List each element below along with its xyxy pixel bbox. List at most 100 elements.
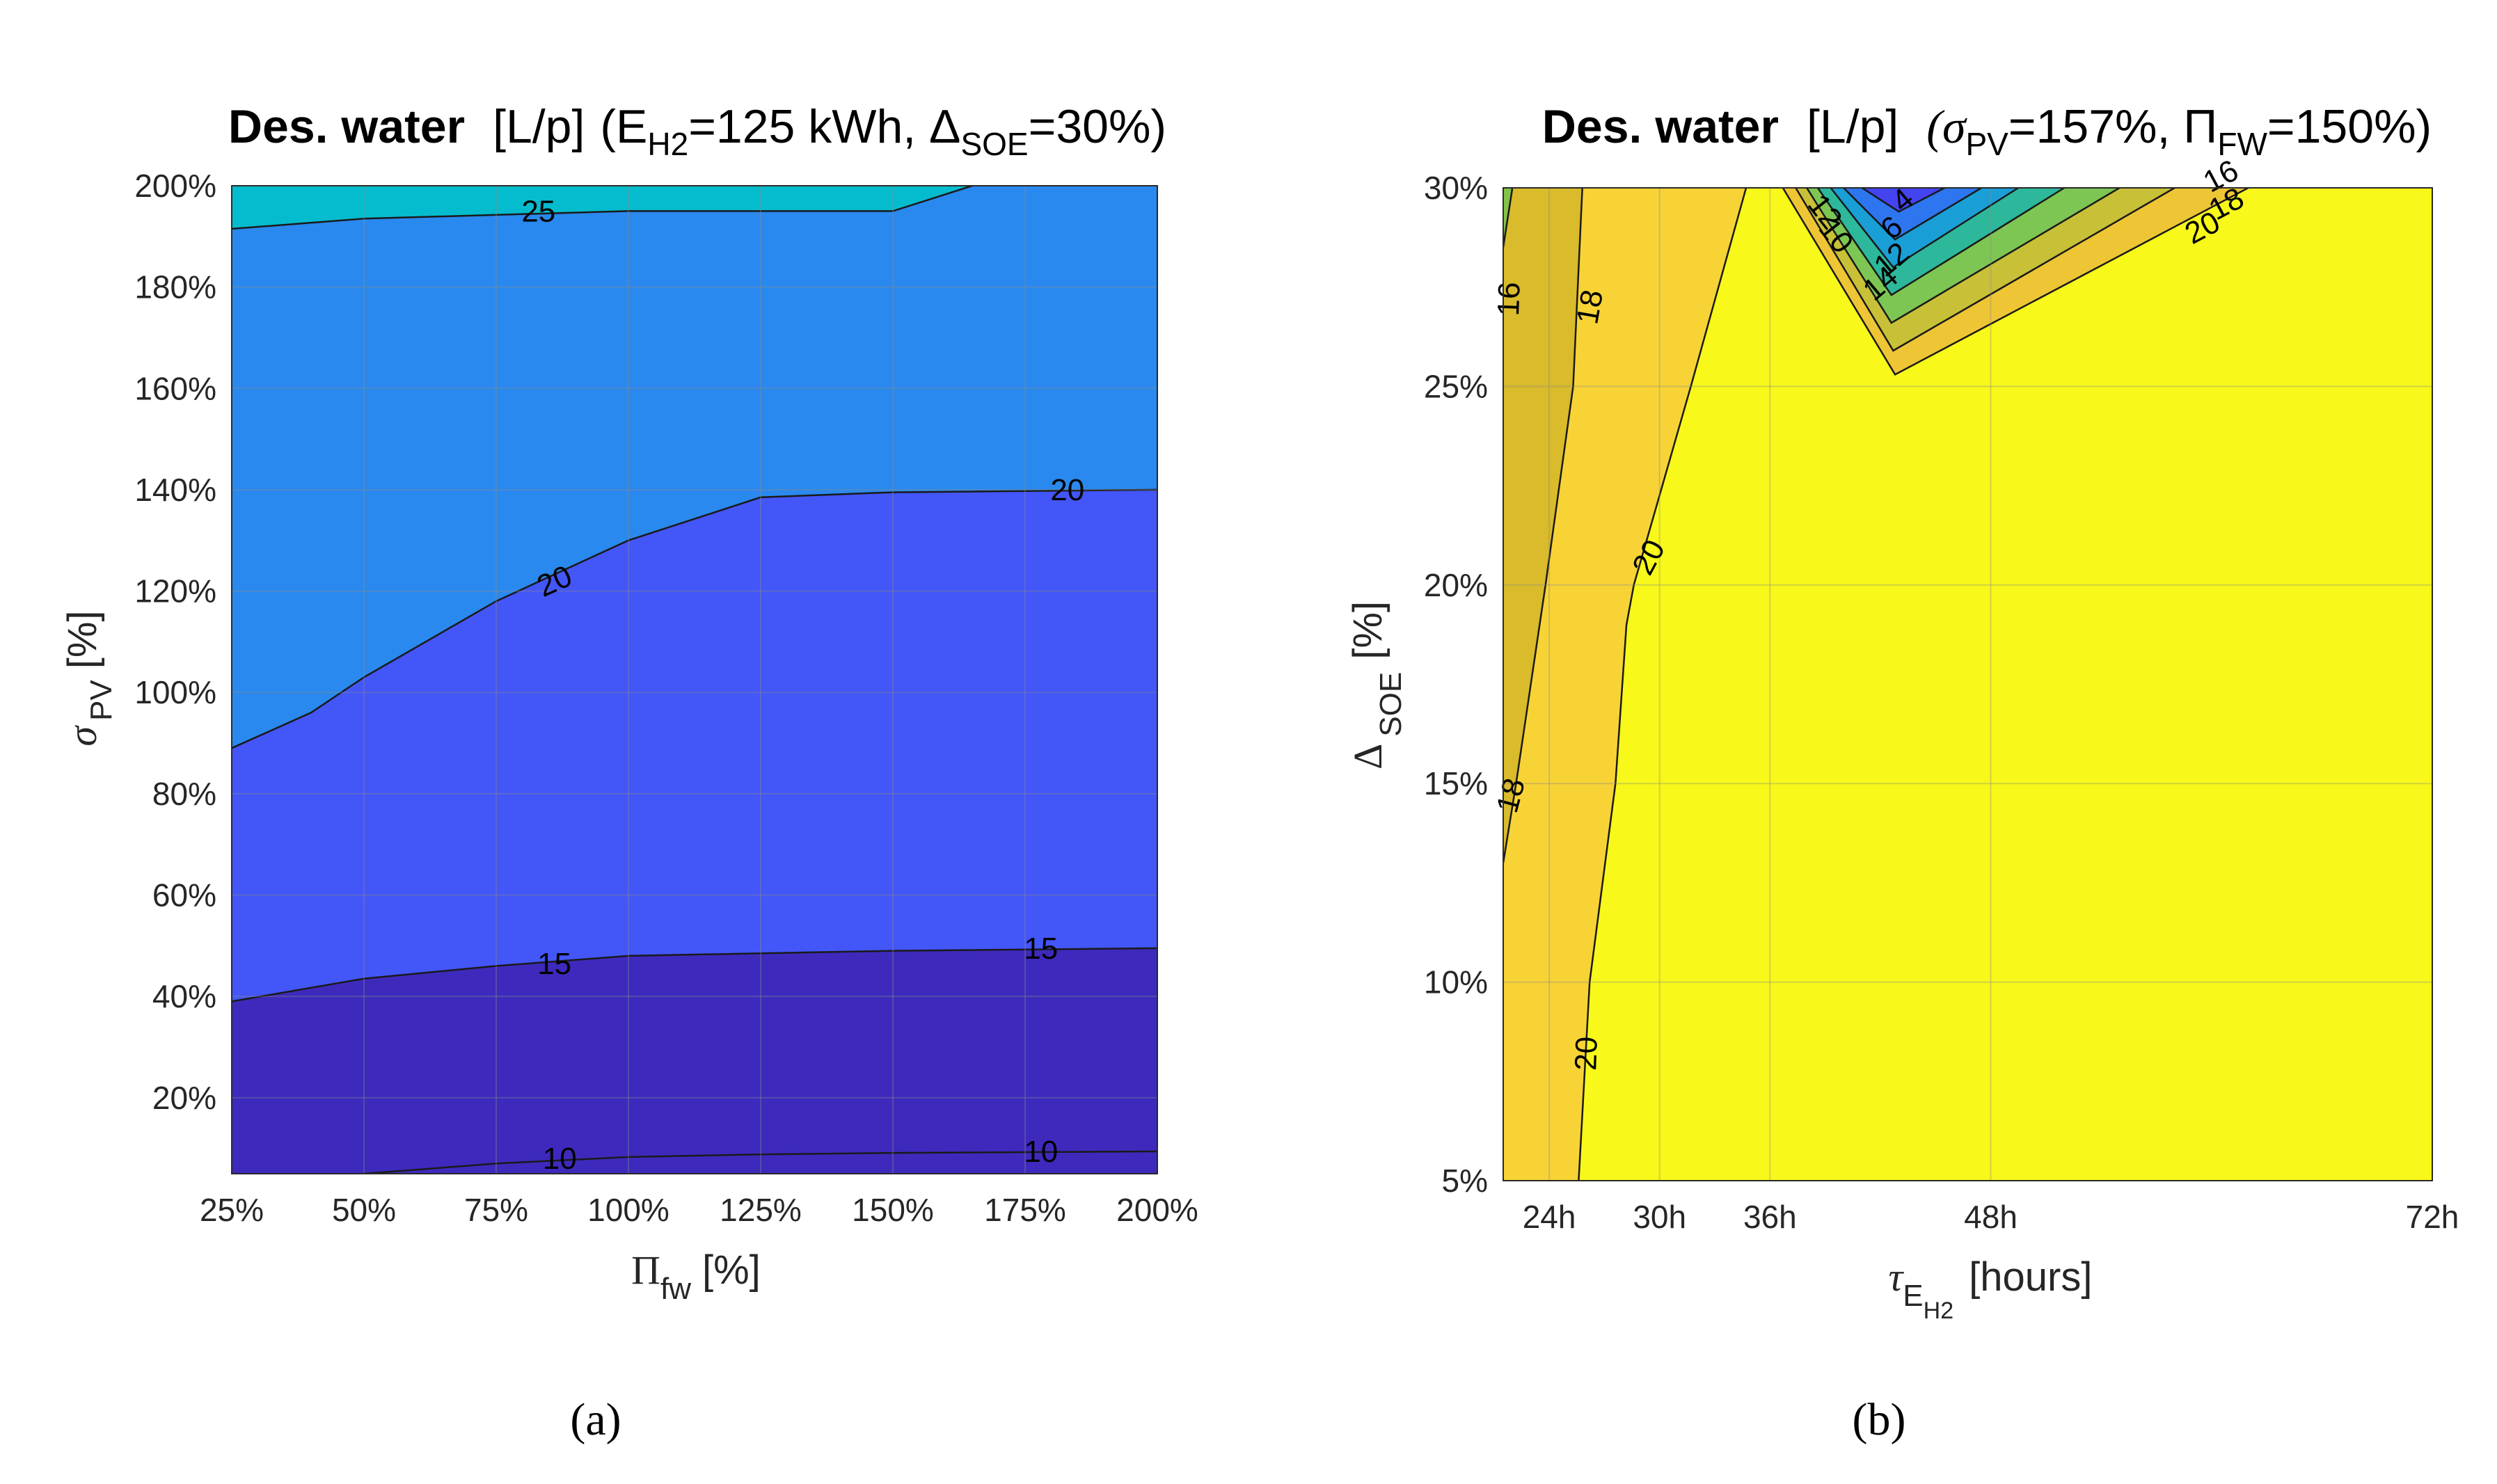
y-tick-label: 20% xyxy=(1424,567,1488,603)
ylabel-unit-text: [%] xyxy=(1345,601,1390,660)
panel-a-ticks: 25% 50% 75% 100% 125% 150% 175% 200% 20% 40% 60% 80… xyxy=(134,168,1198,1228)
y-tick-label: 180% xyxy=(134,269,216,305)
y-tick-label: 140% xyxy=(134,472,216,508)
axes-box xyxy=(231,185,1158,1174)
contour-label: 18 xyxy=(1570,287,1610,327)
y-tick-label: 80% xyxy=(152,776,216,812)
x-tick-label: 25% xyxy=(200,1192,264,1228)
contour-label: 20 xyxy=(1569,1036,1604,1071)
contour-label: 10 xyxy=(1024,1135,1058,1169)
contour-label-text: 15 xyxy=(537,947,571,981)
y-tick-label: 20% xyxy=(152,1080,216,1116)
y-tick-label: 25% xyxy=(1424,368,1488,404)
contour-label-text: 20 xyxy=(1569,1036,1604,1071)
title-unit-text: [L/p] xyxy=(1807,100,1898,153)
contour-band-2 xyxy=(1503,188,1583,863)
y-tick-label: 100% xyxy=(134,674,216,710)
xlabel-unit-text: [hours] xyxy=(1969,1254,2092,1300)
contour-label-text: 18 xyxy=(1570,287,1610,327)
y-tick-label: 30% xyxy=(1424,170,1488,206)
x-tick-label: 24h xyxy=(1523,1199,1576,1235)
ylabel-sub-text: SOE xyxy=(1374,672,1408,737)
title-params-text: (E xyxy=(600,100,647,153)
y-tick-label: 40% xyxy=(152,978,216,1014)
contour-line-20 xyxy=(1578,188,1747,1181)
panel-b-title: Des. water [L/p] (σPV=157%, ΠFW=150%) xyxy=(1542,100,2432,162)
contour-line-15 xyxy=(232,947,1157,1003)
caption-a: (a) xyxy=(570,1394,621,1445)
title-end-text: =150%) xyxy=(2267,100,2432,153)
x-tick-label: 100% xyxy=(587,1192,669,1228)
panel-b-ticks: 24h 30h 36h 48h 72h 5% 10% 15% 20% 25% 30% xyxy=(1424,170,2459,1235)
title-params-text: (σ xyxy=(1926,100,1967,153)
y-tick-label: 120% xyxy=(134,573,216,609)
title-end-text: =30%) xyxy=(1029,100,1166,153)
contour-label-text: 10 xyxy=(1024,1135,1058,1169)
contour-line-16 xyxy=(1806,188,2121,324)
y-tick-label: 160% xyxy=(134,370,216,406)
contour-label-text: 10 xyxy=(543,1142,577,1176)
contour-label: 18 xyxy=(1490,774,1532,816)
xlabel-unit-text: [%] xyxy=(702,1247,761,1293)
y-tick-label: 15% xyxy=(1424,765,1488,801)
panel-b-xlabel: τEH2 [hours] xyxy=(1889,1254,2093,1324)
title-sub2-text: SOE xyxy=(960,126,1028,162)
axes-box xyxy=(1503,187,2433,1181)
title-mid-text: =125 kWh, Δ xyxy=(688,100,960,153)
title-bold-text: Des. water xyxy=(1542,100,1779,153)
x-tick-label: 175% xyxy=(984,1192,1066,1228)
x-tick-label: 50% xyxy=(332,1192,396,1228)
y-tick-label: 200% xyxy=(134,168,216,204)
xlabel-sub-text: fw xyxy=(660,1272,691,1306)
x-tick-label: 200% xyxy=(1116,1192,1198,1228)
contour-label: 15 xyxy=(1024,932,1058,966)
contour-line-20 xyxy=(232,488,1157,749)
contour-label: 15 xyxy=(537,947,571,981)
xlabel-sub-text: E xyxy=(1903,1279,1923,1313)
panel-a-ylabel: σ PV [%] xyxy=(60,610,118,746)
title-bold-text: Des. water xyxy=(228,100,465,153)
panel-a: Des. water [L/p] (EH2=125 kWh, ΔSOE=30%) 2… xyxy=(60,100,1198,1445)
contour-line-16 xyxy=(1503,188,1514,248)
panel-a-plot-area xyxy=(232,186,1157,1174)
panel-b-ylabel: Δ SOE [%] xyxy=(1345,601,1408,769)
contour-label-text: 25 xyxy=(521,194,555,228)
panel-a-xlabel: Πfw [%] xyxy=(631,1247,761,1306)
panel-b-plot-area xyxy=(1503,188,2432,1181)
contour-line-12 xyxy=(1816,188,2065,296)
contour-band-10 xyxy=(1862,188,1945,212)
contour-line-18 xyxy=(1503,188,1583,863)
x-tick-label: 48h xyxy=(1964,1199,2018,1235)
x-tick-label: 150% xyxy=(852,1192,934,1228)
title-sub2-text: FW xyxy=(2217,126,2267,162)
ylabel-main-text: σ xyxy=(60,725,105,747)
ylabel-sub-text: PV xyxy=(84,680,118,721)
y-tick-label: 60% xyxy=(152,877,216,913)
contour-label-text: 20 xyxy=(1050,473,1084,507)
title-unit-text: [L/p] xyxy=(493,100,585,153)
contour-label-text: 15 xyxy=(1024,932,1058,966)
contour-band-2 xyxy=(232,948,1157,1174)
x-tick-label: 30h xyxy=(1633,1199,1686,1235)
contour-label: 16 xyxy=(1491,282,1527,317)
x-tick-label: 75% xyxy=(464,1192,528,1228)
caption-b: (b) xyxy=(1853,1394,1906,1445)
panel-a-title: Des. water [L/p] (EH2=125 kWh, ΔSOE=30%) xyxy=(228,100,1166,162)
contour-label: 20 xyxy=(1050,473,1084,507)
title-mid-text: =157%, Π xyxy=(2008,100,2218,153)
ylabel-unit-text: [%] xyxy=(60,610,105,669)
contour-band-3 xyxy=(232,186,1157,229)
xlabel-main-text: τ xyxy=(1889,1254,1905,1300)
contour-line-25 xyxy=(232,186,973,230)
panel-b: Des. water [L/p] (σPV=157%, ΠFW=150%) 16 18… xyxy=(1345,100,2459,1445)
y-tick-label: 5% xyxy=(1442,1163,1488,1199)
xlabel-main-text: Π xyxy=(631,1247,660,1293)
contour-line-10 xyxy=(1830,188,2019,269)
contour-line-18 xyxy=(1795,188,2175,352)
contour-line-10 xyxy=(363,1150,1157,1174)
xlabel-sub2-text: H2 xyxy=(1924,1298,1953,1324)
caption-a-text: (a) xyxy=(570,1394,621,1445)
